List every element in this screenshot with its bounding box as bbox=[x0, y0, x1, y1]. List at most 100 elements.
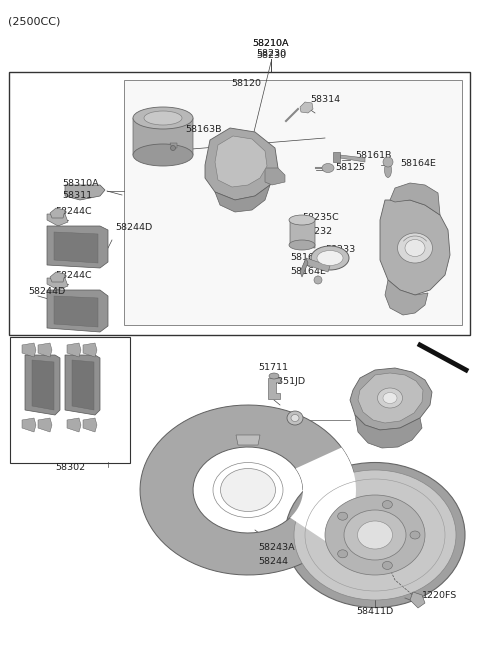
Polygon shape bbox=[47, 290, 108, 332]
Text: 58163B: 58163B bbox=[185, 125, 221, 135]
Polygon shape bbox=[38, 343, 52, 357]
Text: 58232: 58232 bbox=[302, 227, 332, 237]
Polygon shape bbox=[350, 368, 432, 430]
Polygon shape bbox=[54, 232, 98, 263]
Ellipse shape bbox=[337, 550, 348, 558]
Text: 58411D: 58411D bbox=[356, 608, 394, 616]
Polygon shape bbox=[390, 183, 440, 215]
Polygon shape bbox=[385, 280, 428, 315]
Polygon shape bbox=[340, 155, 365, 162]
Text: 58210A: 58210A bbox=[253, 39, 289, 47]
Ellipse shape bbox=[133, 107, 193, 129]
Polygon shape bbox=[25, 355, 60, 415]
Ellipse shape bbox=[294, 470, 456, 600]
Ellipse shape bbox=[314, 276, 322, 284]
Text: 51711: 51711 bbox=[258, 363, 288, 373]
Text: 58230: 58230 bbox=[256, 51, 286, 60]
Ellipse shape bbox=[383, 392, 397, 403]
Ellipse shape bbox=[311, 246, 349, 270]
Text: 58244C: 58244C bbox=[55, 208, 92, 217]
Polygon shape bbox=[65, 355, 100, 415]
Ellipse shape bbox=[384, 162, 392, 177]
Polygon shape bbox=[215, 185, 270, 212]
Ellipse shape bbox=[133, 144, 193, 166]
Text: 58235C: 58235C bbox=[302, 214, 339, 223]
Ellipse shape bbox=[144, 111, 182, 125]
Polygon shape bbox=[72, 360, 94, 410]
Polygon shape bbox=[215, 136, 267, 187]
Text: 58311: 58311 bbox=[62, 191, 92, 200]
Polygon shape bbox=[304, 258, 330, 272]
Polygon shape bbox=[355, 415, 422, 448]
Polygon shape bbox=[47, 226, 108, 268]
Polygon shape bbox=[380, 200, 450, 295]
Text: 58164E: 58164E bbox=[290, 267, 326, 277]
Bar bbox=[124, 80, 462, 325]
Polygon shape bbox=[236, 435, 260, 445]
Polygon shape bbox=[47, 214, 68, 226]
Polygon shape bbox=[410, 592, 425, 608]
Polygon shape bbox=[300, 258, 308, 277]
Text: 58125: 58125 bbox=[335, 164, 365, 173]
Ellipse shape bbox=[344, 510, 406, 560]
Text: 58210A: 58210A bbox=[253, 39, 289, 49]
Polygon shape bbox=[83, 418, 97, 432]
Polygon shape bbox=[333, 152, 340, 162]
Polygon shape bbox=[54, 296, 98, 327]
Ellipse shape bbox=[289, 215, 315, 225]
Ellipse shape bbox=[325, 495, 425, 575]
Text: 58230: 58230 bbox=[256, 49, 286, 58]
Text: 58164E: 58164E bbox=[400, 158, 436, 168]
Ellipse shape bbox=[377, 388, 403, 408]
Text: 58161B: 58161B bbox=[290, 254, 326, 263]
Ellipse shape bbox=[285, 463, 465, 608]
Text: 58161B: 58161B bbox=[355, 150, 391, 160]
Ellipse shape bbox=[405, 240, 425, 256]
Polygon shape bbox=[265, 168, 285, 185]
Polygon shape bbox=[140, 405, 356, 575]
Text: 58120: 58120 bbox=[231, 78, 261, 87]
Polygon shape bbox=[47, 278, 68, 290]
Text: 1351JD: 1351JD bbox=[272, 378, 306, 386]
Text: 1220FS: 1220FS bbox=[422, 591, 457, 599]
Text: 58314: 58314 bbox=[310, 95, 340, 104]
Polygon shape bbox=[300, 102, 313, 113]
Text: 58244D: 58244D bbox=[115, 223, 152, 233]
Polygon shape bbox=[50, 272, 65, 282]
Polygon shape bbox=[50, 208, 65, 218]
Polygon shape bbox=[205, 128, 278, 200]
Polygon shape bbox=[67, 343, 81, 357]
Polygon shape bbox=[133, 118, 193, 163]
Ellipse shape bbox=[170, 145, 176, 150]
Ellipse shape bbox=[289, 240, 315, 250]
Ellipse shape bbox=[322, 164, 334, 173]
Polygon shape bbox=[358, 373, 423, 423]
Ellipse shape bbox=[410, 531, 420, 539]
Ellipse shape bbox=[287, 411, 303, 425]
Text: 58302: 58302 bbox=[55, 463, 85, 472]
Polygon shape bbox=[22, 418, 36, 432]
Polygon shape bbox=[67, 418, 81, 432]
Ellipse shape bbox=[397, 233, 432, 263]
Polygon shape bbox=[290, 220, 315, 248]
Text: 58233: 58233 bbox=[325, 246, 355, 254]
Text: 58244: 58244 bbox=[258, 558, 288, 566]
Ellipse shape bbox=[291, 415, 299, 422]
Ellipse shape bbox=[383, 501, 392, 509]
Polygon shape bbox=[268, 378, 280, 399]
Polygon shape bbox=[170, 143, 177, 148]
Polygon shape bbox=[38, 418, 52, 432]
Text: 58244D: 58244D bbox=[28, 288, 65, 296]
Text: 58243A: 58243A bbox=[258, 543, 295, 553]
Polygon shape bbox=[65, 185, 105, 200]
Polygon shape bbox=[22, 343, 36, 357]
Bar bbox=[10, 337, 130, 463]
Ellipse shape bbox=[383, 562, 392, 570]
Polygon shape bbox=[290, 447, 356, 545]
Ellipse shape bbox=[337, 512, 348, 520]
Text: 58244C: 58244C bbox=[55, 271, 92, 281]
Polygon shape bbox=[83, 343, 97, 357]
Ellipse shape bbox=[358, 521, 393, 549]
Ellipse shape bbox=[269, 373, 279, 379]
Polygon shape bbox=[32, 360, 54, 410]
